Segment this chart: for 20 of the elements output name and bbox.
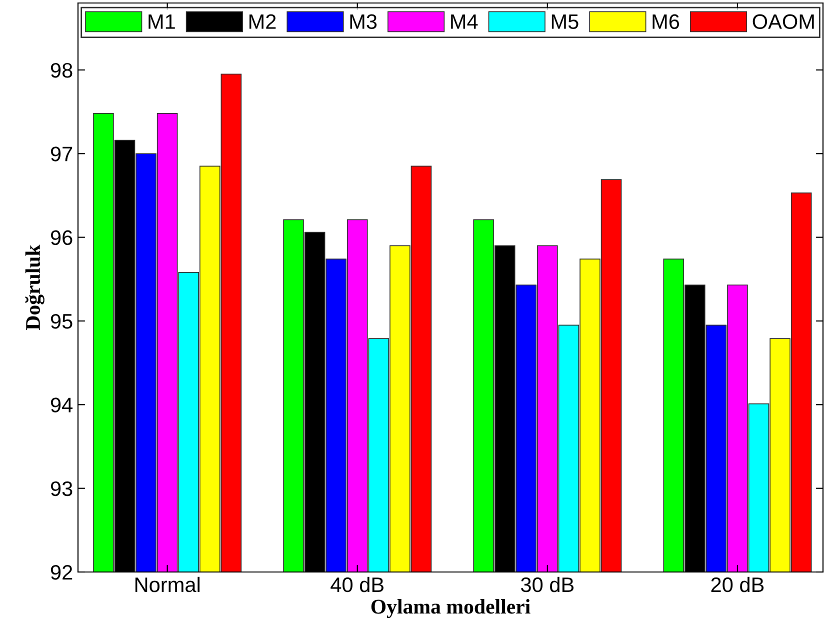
- x-tick-label: 40 dB: [330, 576, 384, 592]
- y-tick-label: 96: [50, 230, 72, 246]
- y-tick-label: 94: [50, 398, 73, 412]
- y-tick-label: 93: [50, 481, 72, 496]
- y-tick-label: 98: [50, 62, 72, 78]
- legend-label: M2: [249, 14, 276, 29]
- x-tick-label: Normal: [135, 576, 200, 592]
- legend-label: M5: [552, 14, 578, 30]
- x-tick-label: 20 dB: [711, 576, 764, 592]
- x-tick-label: 30 dB: [521, 576, 574, 592]
- x-axis-title: Oylama modelleri: [371, 599, 530, 618]
- legend-label: M4: [451, 14, 478, 29]
- y-tick-label: 95: [50, 314, 72, 329]
- legend-label: M1: [148, 14, 175, 29]
- y-tick-label: 97: [50, 146, 72, 162]
- legend-label: M3: [350, 14, 377, 30]
- y-axis-title: Doğruluk: [25, 244, 44, 330]
- legend-label: M6: [652, 14, 680, 30]
- y-tick-label: 92: [50, 565, 72, 580]
- legend-label: OAOM: [752, 14, 814, 30]
